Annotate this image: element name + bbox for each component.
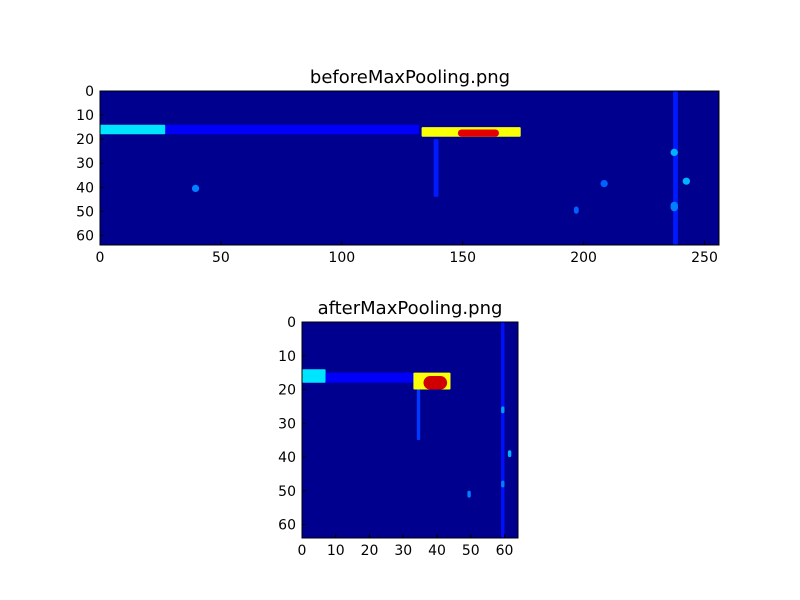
heatmap-spot <box>423 376 448 390</box>
y-tick-label: 20 <box>76 132 94 148</box>
plot-before-title: beforeMaxPooling.png <box>310 67 510 88</box>
y-tick-label: 20 <box>278 383 296 399</box>
heatmap-band <box>165 124 420 135</box>
heatmap-spot <box>501 406 505 414</box>
plot-after: afterMaxPooling.png 0 10 20 30 40 50 600102030… <box>278 298 519 559</box>
y-tick-label: 50 <box>76 204 94 220</box>
heatmap-band <box>100 124 166 135</box>
heatmap-spot <box>682 177 690 185</box>
x-tick-label: 60 <box>496 543 514 559</box>
heatmap-spot <box>600 180 608 188</box>
heatmap-spot <box>501 480 505 488</box>
x-tick-label: 50 <box>212 250 230 266</box>
x-tick-label: 30 <box>394 543 412 559</box>
x-tick-label: 150 <box>449 250 476 266</box>
x-tick-label: 40 <box>428 543 446 559</box>
heatmap-spot <box>507 450 512 458</box>
y-tick-label: 60 <box>278 518 296 534</box>
y-tick-label: 10 <box>76 108 94 124</box>
heatmap-column <box>416 389 421 441</box>
plot-before-ticks: 0 50 100 150 200 250 0 10 20 30 40 50 60 <box>76 84 718 266</box>
y-tick-label: 0 <box>287 315 296 331</box>
plot-before-heatmap <box>100 91 719 245</box>
heatmap-band <box>302 369 326 383</box>
y-tick-label: 40 <box>278 450 296 466</box>
plot-before-frame <box>99 90 720 246</box>
heatmap-spot <box>670 148 678 156</box>
x-tick-label: 0 <box>298 543 307 559</box>
y-tick-label: 0 <box>85 84 94 100</box>
x-tick-label: 10 <box>327 543 345 559</box>
heatmap-spot <box>467 490 471 498</box>
heatmap-spot <box>670 201 678 212</box>
x-tick-label: 200 <box>570 250 597 266</box>
heatmap-column <box>673 91 678 245</box>
y-tick-label: 60 <box>76 228 94 244</box>
y-tick-label: 30 <box>278 416 296 432</box>
plot-after-heatmap <box>302 322 518 538</box>
heatmap-band <box>325 372 414 383</box>
x-tick-label: 50 <box>462 543 480 559</box>
heatmap-column <box>433 139 439 197</box>
y-tick-label: 30 <box>76 156 94 172</box>
x-tick-label: 0 <box>96 250 105 266</box>
plot-after-title: afterMaxPooling.png <box>318 298 503 319</box>
plot-before: beforeMaxPooling.png 0 50 100 150 200 250 0 10 2… <box>76 67 720 266</box>
heatmap-spot <box>191 184 200 192</box>
heatmap-column <box>501 322 505 538</box>
y-tick-label: 50 <box>278 484 296 500</box>
plot-after-frame <box>301 321 519 539</box>
heatmap-background <box>302 322 518 538</box>
heatmap-spot <box>457 129 499 137</box>
y-tick-label: 10 <box>278 349 296 365</box>
x-tick-label: 20 <box>361 543 379 559</box>
heatmap-background <box>100 91 719 245</box>
x-tick-label: 250 <box>691 250 718 266</box>
y-tick-label: 40 <box>76 180 94 196</box>
x-tick-label: 100 <box>328 250 355 266</box>
heatmap-spot <box>573 206 579 214</box>
